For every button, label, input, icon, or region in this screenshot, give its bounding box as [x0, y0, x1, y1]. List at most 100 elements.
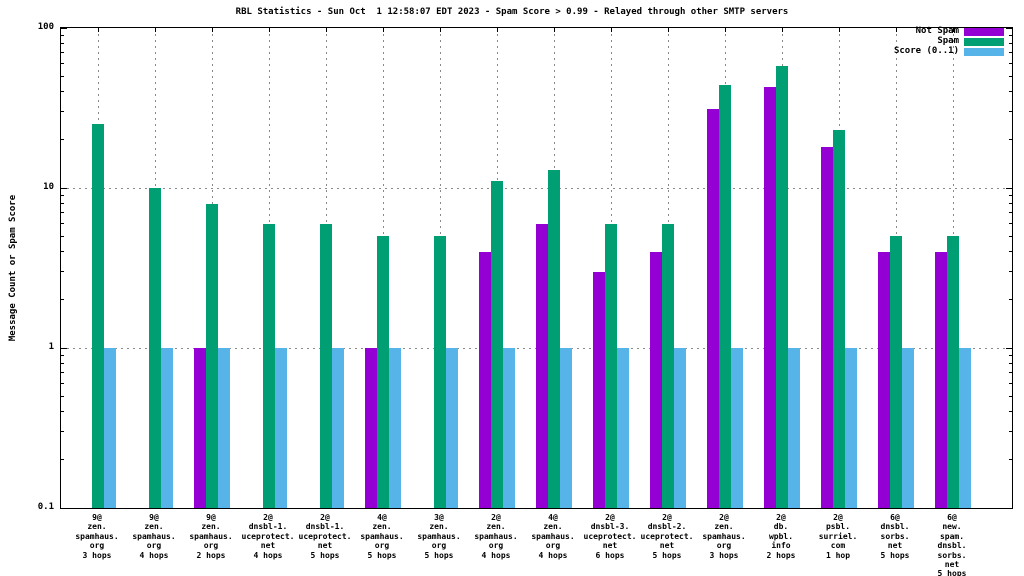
x-axis-tick-top — [724, 28, 726, 32]
x-axis-tick-top — [838, 28, 840, 32]
bar-spam — [890, 236, 902, 508]
x-tick-label-line: 5 hops — [880, 550, 910, 560]
y-axis-tick-major — [61, 347, 67, 349]
legend: Not Spam Spam Score (0..1) — [894, 27, 1004, 56]
x-tick-label-line: 9@ — [206, 513, 216, 522]
x-tick-label-line: net — [317, 541, 333, 551]
x-tick-label-line: zen. — [87, 522, 107, 532]
bar-score — [617, 348, 629, 508]
y-axis-tick-minor — [1009, 235, 1012, 237]
y-axis-tick-minor — [61, 34, 64, 36]
bar-not-spam — [194, 348, 206, 508]
bar-score — [161, 348, 173, 508]
x-tick-label: 2@ dnsbl-1. uceprotect. net 4 hops — [226, 513, 310, 560]
y-axis-tick-minor — [1009, 382, 1012, 384]
bar-score — [389, 348, 401, 508]
x-tick-label-line: org — [488, 541, 504, 551]
x-tick-label-line: 2@ — [263, 513, 273, 522]
x-tick-label-line: sorbs. — [880, 531, 910, 541]
x-axis-tick-top — [439, 28, 441, 32]
x-tick-label-line: 6@ — [947, 513, 957, 522]
x-tick-label: 9@ zen. spamhaus. org 2 hops — [169, 513, 253, 560]
bar-not-spam — [365, 348, 377, 508]
x-tick-label-line: 2@ — [320, 513, 330, 522]
y-axis-label: Message Count or Spam Score — [8, 194, 18, 342]
x-tick-label-line: net — [260, 541, 276, 551]
y-axis-tick-minor — [1009, 111, 1012, 113]
bar-spam — [719, 85, 731, 508]
x-tick-label-line: dnsbl-1. — [248, 522, 288, 532]
x-tick-label-line: org — [545, 541, 561, 551]
x-tick-label: 2@ psbl. surriel. com 1 hop — [796, 513, 880, 560]
x-tick-label-line: uceprotect. — [298, 531, 352, 541]
grid-line-horizontal — [61, 187, 1012, 189]
bar-spam — [947, 236, 959, 508]
bar-score — [332, 348, 344, 508]
x-tick-label: 2@ dnsbl-1. uceprotect. net 5 hops — [283, 513, 367, 560]
x-tick-label-line: 2@ — [833, 513, 843, 522]
x-tick-label-line: net — [944, 560, 960, 570]
y-axis-tick-minor — [1009, 212, 1012, 214]
x-tick-label-line: psbl. — [825, 522, 851, 532]
y-axis-tick-major — [61, 507, 67, 509]
y-axis-tick-minor — [61, 271, 64, 273]
x-axis-tick-top — [211, 28, 213, 32]
x-tick-label-line: 2 hops — [766, 550, 796, 560]
bar-not-spam — [593, 271, 605, 508]
y-axis-tick-minor — [61, 299, 64, 301]
y-axis-tick-minor — [1009, 52, 1012, 54]
x-tick-label-line: zen. — [144, 522, 164, 532]
x-tick-label-line: spamhaus. — [189, 531, 233, 541]
legend-item-not-spam: Not Spam — [916, 27, 1004, 36]
y-axis-tick-minor — [1009, 411, 1012, 413]
x-tick-label-line: 6@ — [890, 513, 900, 522]
x-tick-label-line: 4 hops — [538, 550, 568, 560]
y-axis-tick-major — [61, 27, 67, 29]
x-tick-label-line: spamhaus. — [360, 531, 404, 541]
y-axis-tick-minor — [61, 372, 64, 374]
x-tick-label-line: dnsbl-1. — [305, 522, 345, 532]
y-axis-tick-minor — [61, 139, 64, 141]
x-tick-label-line: spamhaus. — [417, 531, 461, 541]
bar-spam — [776, 65, 788, 508]
legend-label-not-spam: Not Spam — [915, 26, 959, 36]
x-tick-label-line: zen. — [543, 522, 563, 532]
x-tick-label-line: net — [602, 541, 618, 551]
x-tick-label: 2@ zen. spamhaus. org 4 hops — [454, 513, 538, 560]
x-tick-label-line: 3 hops — [709, 550, 739, 560]
x-tick-label-line: uceprotect. — [241, 531, 295, 541]
legend-swatch-spam — [964, 37, 1004, 46]
x-tick-label: 2@ dnsbl-2. uceprotect. net 5 hops — [625, 513, 709, 560]
bar-score — [959, 348, 971, 508]
x-tick-label-line: spamhaus. — [132, 531, 176, 541]
legend-swatch-score — [964, 47, 1004, 56]
legend-item-spam: Spam — [937, 37, 1004, 46]
x-tick-label-line: 4@ — [377, 513, 387, 522]
y-axis-tick-minor — [1009, 91, 1012, 93]
legend-swatch-not-spam — [964, 27, 1004, 36]
y-axis-tick-minor — [1009, 459, 1012, 461]
y-axis-tick-major — [61, 187, 67, 189]
x-tick-label-line: net — [659, 541, 675, 551]
y-axis-tick-minor — [1009, 139, 1012, 141]
y-axis-tick-minor — [1009, 271, 1012, 273]
x-tick-label: 2@ dnsbl-3. uceprotect. net 6 hops — [568, 513, 652, 560]
y-axis-tick-minor — [1009, 372, 1012, 374]
y-axis-tick-minor — [61, 363, 64, 364]
y-axis-tick-minor — [61, 52, 64, 54]
y-axis-tick-minor — [61, 194, 64, 196]
y-axis-tick-minor — [61, 395, 64, 397]
y-tick-label: 100 — [37, 22, 54, 32]
x-tick-label-line: 2@ — [491, 513, 501, 522]
bar-spam — [320, 223, 332, 508]
y-axis-tick-minor — [61, 212, 64, 214]
y-axis-tick-minor — [61, 459, 64, 461]
bar-score — [218, 348, 230, 508]
bar-score — [275, 348, 287, 508]
x-tick-label-line: org — [374, 541, 390, 551]
x-tick-label-line: 5 hops — [652, 550, 682, 560]
x-tick-label: 4@ zen. spamhaus. org 4 hops — [511, 513, 595, 560]
y-axis-tick-major — [1006, 347, 1012, 349]
y-axis-tick-minor — [61, 203, 64, 204]
